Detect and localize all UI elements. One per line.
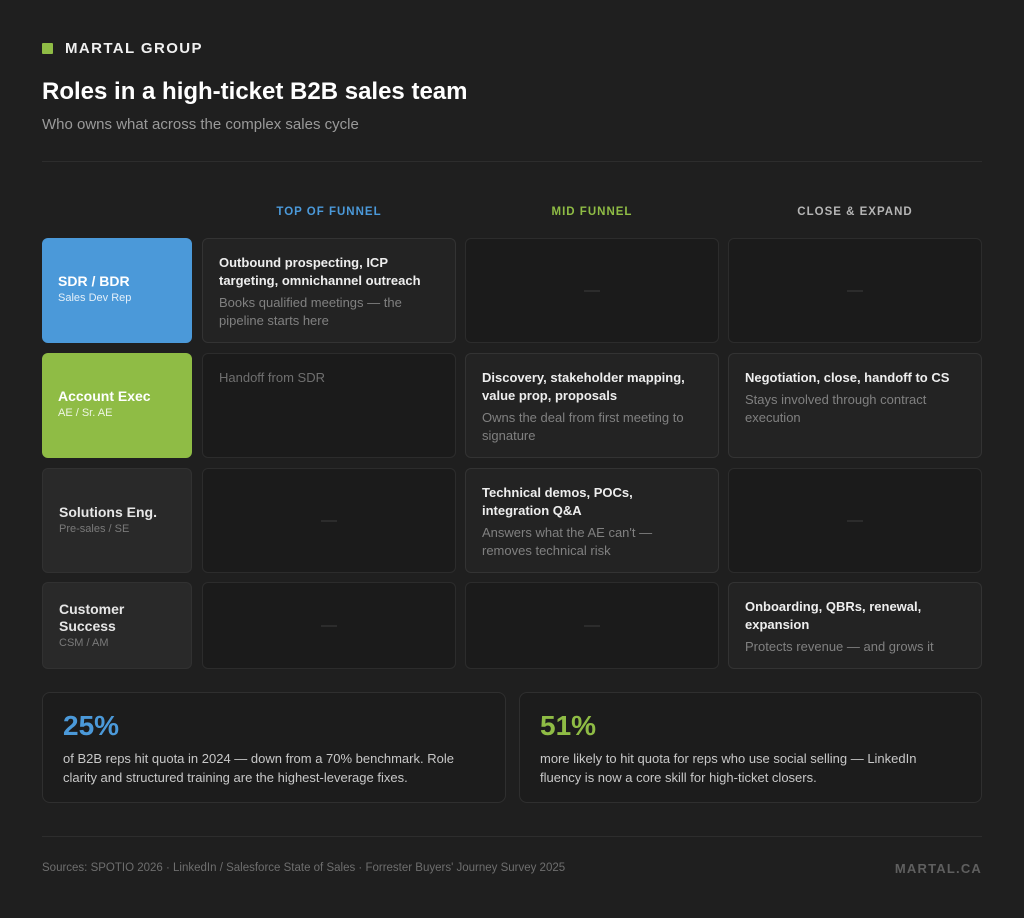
stat-value: 25% <box>63 710 120 741</box>
cell-description: Stays involved through contract executio… <box>745 392 927 425</box>
row-label-account-exec: Account Exec AE / Sr. AE <box>42 353 192 458</box>
stat-description: more likely to hit quota for reps who us… <box>540 751 917 785</box>
sources-note: Sources: SPOTIO 2026 · LinkedIn / Salesf… <box>42 862 566 874</box>
page-subtitle: Who owns what across the complex sales c… <box>42 116 359 133</box>
cell-title: Onboarding, QBRs, renewal, expansion <box>745 599 922 632</box>
page-title: Roles in a high-ticket B2B sales team <box>42 78 468 105</box>
row-subtitle: AE / Sr. AE <box>58 407 113 419</box>
cell-se-top <box>202 468 456 573</box>
brand-square-icon <box>42 43 53 54</box>
cell-description: Owns the deal from first meeting to sign… <box>482 410 684 443</box>
cell-description: Answers what the AE can't — removes tech… <box>482 525 653 558</box>
empty-dash-icon <box>584 290 600 291</box>
cell-title: Outbound prospecting, ICP targeting, omn… <box>219 255 421 288</box>
bottom-divider <box>42 836 982 837</box>
cell-ae-top: Handoff from SDR <box>202 353 456 458</box>
stat-card-quota: 25% of B2B reps hit quota in 2024 — down… <box>42 692 506 803</box>
empty-dash-icon <box>321 625 337 626</box>
cell-ae-mid: Discovery, stakeholder mapping, value pr… <box>465 353 719 458</box>
column-header-mid-funnel: MID FUNNEL <box>551 206 633 218</box>
cell-sdr-mid <box>465 238 719 343</box>
cell-cs-mid <box>465 582 719 669</box>
cell-se-mid: Technical demos, POCs, integration Q&A A… <box>465 468 719 573</box>
cell-description: Protects revenue — and grows it <box>745 639 934 654</box>
row-title: Customer Success <box>59 601 125 634</box>
cell-sdr-top: Outbound prospecting, ICP targeting, omn… <box>202 238 456 343</box>
row-subtitle: Sales Dev Rep <box>58 292 132 304</box>
empty-dash-icon <box>321 520 337 521</box>
cell-note: Handoff from SDR <box>219 370 325 385</box>
footer-brand: MARTAL.CA <box>894 861 982 876</box>
column-header-close-expand: CLOSE & EXPAND <box>797 206 913 218</box>
brand-header: MARTAL GROUP <box>42 40 203 57</box>
cell-sdr-close <box>728 238 982 343</box>
row-title: Account Exec <box>58 388 151 404</box>
cell-title: Negotiation, close, handoff to CS <box>745 370 950 385</box>
cell-description: Books qualified meetings — the pipeline … <box>219 295 402 328</box>
row-subtitle: Pre-sales / SE <box>59 523 130 535</box>
stat-description: of B2B reps hit quota in 2024 — down fro… <box>63 751 454 785</box>
row-label-customer-success: Customer Success CSM / AM <box>42 582 192 669</box>
cell-cs-close: Onboarding, QBRs, renewal, expansion Pro… <box>728 582 982 669</box>
row-title: Solutions Eng. <box>59 504 157 520</box>
column-header-top-funnel: TOP OF FUNNEL <box>276 206 382 218</box>
empty-dash-icon <box>847 290 863 291</box>
stat-value: 51% <box>540 710 597 741</box>
top-divider <box>42 161 982 162</box>
row-subtitle: CSM / AM <box>59 637 109 649</box>
stat-card-social-selling: 51% more likely to hit quota for reps wh… <box>519 692 982 803</box>
cell-se-close <box>728 468 982 573</box>
empty-dash-icon <box>584 625 600 626</box>
cell-title: Technical demos, POCs, integration Q&A <box>482 485 633 518</box>
cell-cs-top <box>202 582 456 669</box>
cell-title: Discovery, stakeholder mapping, value pr… <box>482 370 685 403</box>
cell-ae-close: Negotiation, close, handoff to CS Stays … <box>728 353 982 458</box>
row-label-sdr: SDR / BDR Sales Dev Rep <box>42 238 192 343</box>
row-title: SDR / BDR <box>58 273 130 289</box>
brand-name: MARTAL GROUP <box>65 40 203 57</box>
empty-dash-icon <box>847 520 863 521</box>
row-label-solutions-eng: Solutions Eng. Pre-sales / SE <box>42 468 192 573</box>
